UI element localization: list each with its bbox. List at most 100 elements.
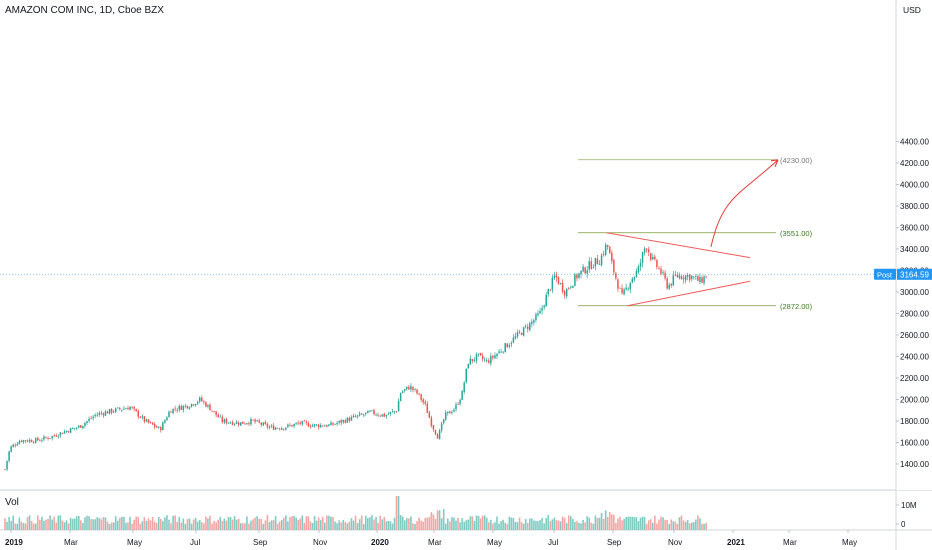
candle-body [346,417,349,423]
volume-bar [549,521,552,530]
volume-bar [295,517,297,530]
triangle-upper-line[interactable] [606,232,751,259]
volume-bar [219,516,222,530]
projection-arrow[interactable] [710,159,779,247]
candle-body [488,360,490,363]
volume-bar [328,515,330,530]
candle-body [664,272,666,279]
price-tick-label: 3400.00 [900,245,929,254]
volume-bar [457,517,459,530]
candle-body [145,419,148,422]
volume-bar [535,520,537,530]
candle-body [73,428,76,430]
candle-body [606,245,609,247]
volume-bar [356,523,359,530]
volume-bar [570,516,572,530]
candle-body [514,336,517,339]
volume-bar [641,516,644,530]
volume-bar [547,515,550,530]
volume-bar [276,523,279,530]
volume-bar [114,516,117,530]
candle-body [246,423,248,425]
volume-bar [381,519,383,530]
volume-bar [82,522,84,530]
volume-bar [45,519,47,530]
volume-bar [422,521,424,530]
time-tick-label: May [127,538,142,547]
price-tick-label: 1400.00 [900,460,929,469]
candle-body [496,353,498,357]
volume-bar [410,516,412,530]
candle-body [520,332,523,335]
candle-body [680,276,683,279]
candle-body [258,420,260,423]
candle-body [387,414,390,416]
volume-bar [467,519,470,530]
candle-body [264,421,267,425]
candle-body [344,420,347,423]
candle-body [356,415,359,417]
price-tick-label: 1800.00 [900,417,929,426]
volume-bar [217,519,219,530]
candle-body [65,430,68,433]
candle-body [231,421,234,425]
candle-body [67,431,70,433]
candle-body [281,428,283,430]
candle-body [84,423,86,426]
candle-body [633,276,636,280]
candle-body [481,355,484,360]
candle-body [418,393,420,395]
volume-bar [438,510,441,530]
candle-body [457,404,459,405]
volume-bar [705,522,707,530]
candle-body [682,277,685,280]
volume-bar [96,517,99,530]
volume-bar [684,521,687,530]
candle-body [252,419,254,421]
volume-bar [506,523,509,530]
volume-bar [260,518,263,530]
volume-bar [449,521,451,530]
candle-body [410,386,412,390]
volume-bar [688,523,691,530]
volume-bar [80,520,82,530]
volume-bar [305,516,308,530]
candle-body [592,267,595,269]
candle-body [285,427,287,430]
volume-bar [477,515,480,530]
candle-body [445,412,447,420]
candle-body [256,420,258,422]
price-tick-label: 3800.00 [900,202,929,211]
volume-bar [270,520,273,530]
candle-body [117,407,119,409]
candle-body [123,408,125,410]
volume-bar [690,522,693,530]
volume-bar [55,522,58,530]
candle-body [430,417,433,427]
price-tick-label: 2600.00 [900,331,929,340]
time-tick-label: May [487,538,502,547]
volume-bar [283,517,285,530]
volume-bar [451,517,453,530]
volume-bar [139,523,142,530]
volume-bar [529,518,531,530]
volume-bar [307,516,310,530]
candle-body [287,424,289,427]
volume-bar [346,523,349,530]
volume-bar [365,515,367,530]
candle-body [340,420,342,423]
volume-bar [475,515,478,530]
volume-bar [317,517,320,530]
candle-body [654,256,656,260]
triangle-lower-line[interactable] [627,280,751,307]
volume-bar [121,516,123,530]
volume-bar [656,523,658,530]
candle-body [80,425,82,428]
volume-bar [242,523,244,530]
volume-bar [674,521,677,530]
candle-body [205,402,207,407]
candle-body [545,294,547,307]
candle-body [588,261,590,270]
volume-bar [26,517,29,530]
